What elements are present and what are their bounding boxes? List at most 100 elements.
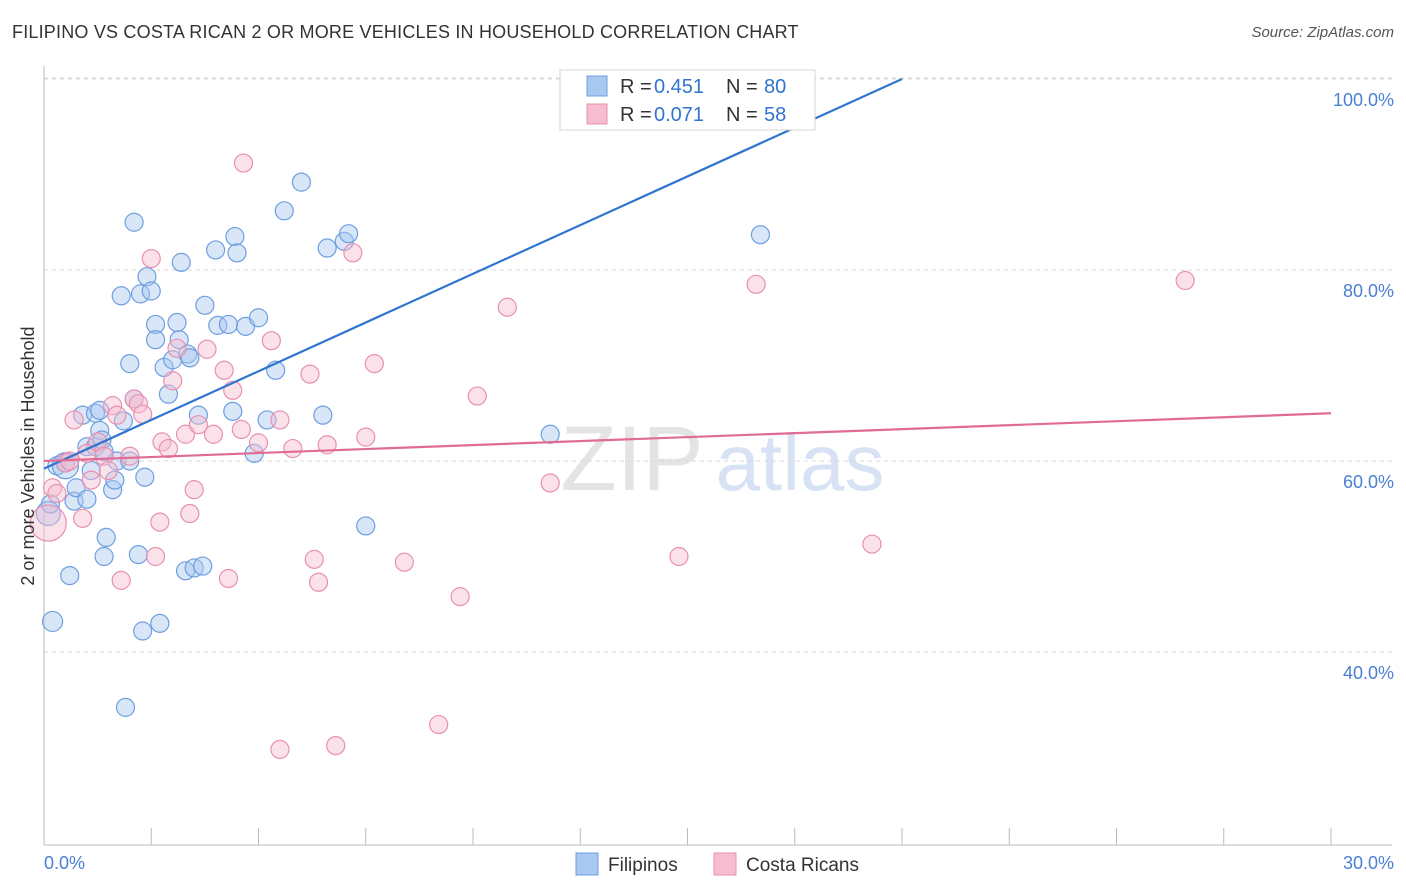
costa-rican-point (540, 473, 560, 493)
costa-rican-point (94, 446, 114, 466)
series-legend-label-costa-ricans: Costa Ricans (746, 855, 859, 876)
filipino-point (141, 281, 161, 301)
filipino-point (111, 286, 131, 306)
costa-rican-point (120, 446, 140, 466)
legend-r-label-blue: R = (620, 76, 652, 98)
legend-r-value-pink: 0.071 (654, 104, 704, 126)
costa-rican-point (669, 546, 689, 567)
filipino-point (171, 252, 191, 272)
y-tick-label: 80.0% (1343, 281, 1394, 301)
filipino-point (60, 565, 80, 586)
costa-rican-point (111, 570, 131, 590)
costa-rican-point (163, 371, 183, 391)
costa-rican-point (150, 512, 170, 532)
filipino-point (274, 201, 294, 221)
costa-rican-point (467, 386, 487, 406)
legend-r-label-pink: R = (620, 104, 652, 126)
filipino-point (77, 489, 97, 509)
filipino-point (120, 353, 140, 374)
costa-rican-trend-line (43, 412, 1332, 463)
legend-swatch-blue (586, 75, 608, 97)
filipino-point (356, 516, 376, 536)
filipino-point (223, 401, 243, 421)
series-legend: Filipinos Costa Ricans (575, 852, 859, 876)
filipino-point (540, 424, 560, 444)
series-legend-label-filipinos: Filipinos (608, 855, 678, 876)
filipino-point (150, 613, 170, 633)
y-tick-label: 40.0% (1343, 663, 1394, 683)
filipino-point (128, 544, 148, 565)
costa-rican-point (107, 405, 127, 425)
costa-rican-point (300, 364, 320, 384)
watermark-zip: ZIP (560, 408, 703, 510)
costa-rican-point (128, 394, 148, 414)
legend-n-label-blue: N = (726, 76, 758, 98)
costa-rican-point (1175, 270, 1195, 291)
costa-rican-point (746, 274, 766, 294)
filipino-point (180, 348, 200, 368)
costa-rican-point (180, 503, 200, 524)
source-label: Source: ZipAtlas.com (1251, 24, 1394, 41)
costa-rican-point (326, 735, 346, 756)
costa-rican-point (270, 410, 290, 430)
filipino-point (130, 284, 151, 304)
filipino-point (94, 546, 114, 567)
filipino-point (90, 420, 110, 441)
costa-rican-point (270, 739, 290, 760)
costa-rican-point (175, 424, 196, 444)
filipino-point (225, 226, 245, 247)
costa-rican-point (184, 480, 204, 500)
costa-rican-point (214, 360, 234, 380)
filipino-point (105, 470, 125, 490)
chart-title: FILIPINO VS COSTA RICAN 2 OR MORE VEHICL… (12, 22, 799, 42)
filipino-point (135, 467, 155, 487)
filipino-point (750, 225, 771, 245)
filipino-point (291, 172, 311, 192)
costa-rican-point (231, 419, 251, 440)
costa-rican-point (64, 410, 84, 430)
costa-rican-point (103, 396, 123, 416)
filipino-point (248, 308, 269, 328)
x-tick-label-min: 0.0% (44, 853, 85, 873)
costa-rican-point (73, 508, 93, 528)
filipino-point (96, 527, 116, 548)
costa-rican-point (283, 438, 303, 459)
costa-rican-point (248, 433, 269, 453)
costa-rican-point (497, 297, 517, 317)
legend-r-value-blue: 0.451 (654, 76, 704, 98)
costa-rican-point (203, 424, 224, 444)
filipino-point (137, 267, 157, 287)
filipino-point (218, 314, 239, 335)
costa-rican-point (188, 415, 209, 435)
costa-rican-point (356, 427, 376, 447)
y-tick-label: 100.0% (1333, 90, 1394, 110)
filipino-point (313, 405, 333, 425)
filipino-point (133, 621, 153, 641)
filipino-point (163, 350, 183, 370)
filipino-point (338, 224, 359, 244)
filipino-point (206, 240, 226, 260)
stats-legend: R = 0.451 N = 80 R = 0.071 N = 58 (559, 69, 816, 131)
costa-rican-point (98, 460, 118, 481)
filipino-point (145, 330, 166, 350)
filipino-point (145, 314, 166, 335)
costa-rican-point (233, 153, 254, 173)
filipino-point (227, 243, 247, 263)
costa-rican-point (81, 470, 101, 490)
costa-rican-point (343, 243, 363, 263)
costa-rican-point (197, 339, 217, 359)
costa-rican-point (429, 714, 449, 735)
filipino-point (115, 697, 136, 717)
y-axis-label: 2 or more Vehicles in Household (18, 326, 38, 585)
x-tick-label-max: 30.0% (1343, 853, 1394, 873)
filipino-point (195, 295, 215, 315)
costa-rican-point (308, 572, 329, 592)
costa-rican-point (47, 483, 67, 504)
filipino-point (208, 315, 228, 335)
trend-layer (43, 77, 1332, 470)
series-legend-swatch-filipinos (575, 852, 599, 876)
costa-rican-point (167, 338, 187, 358)
costa-rican-point (450, 587, 470, 607)
